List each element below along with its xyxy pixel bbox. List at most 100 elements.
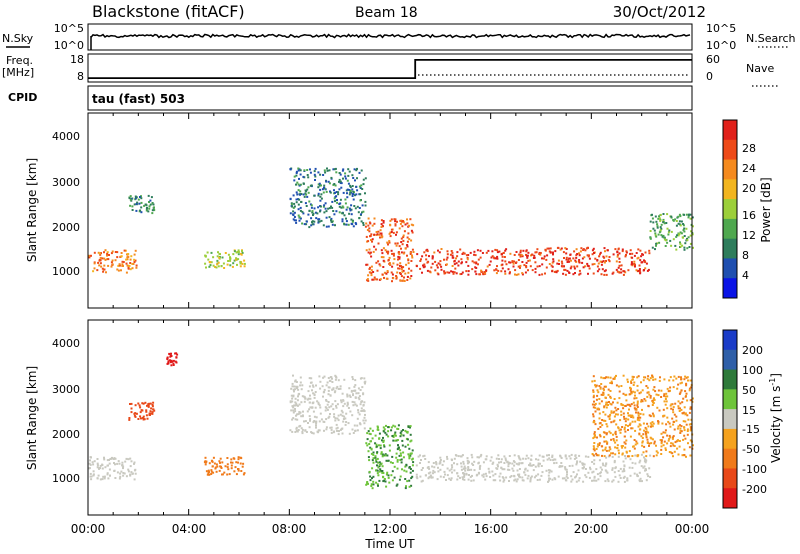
velocity-cell-7 [689, 439, 692, 442]
power-cell-4 [391, 265, 394, 268]
velocity-cell-6 [464, 467, 467, 470]
velocity-cell-6 [456, 478, 459, 481]
power-cell-3 [308, 226, 311, 229]
power-cell-5 [457, 260, 460, 263]
velocity-cbar-tick-100: 100 [742, 364, 763, 377]
velocity-cell-3 [219, 461, 221, 464]
power-cell-3 [351, 193, 354, 196]
velocity-cell-3 [227, 468, 230, 471]
power-cell-4 [390, 218, 393, 221]
freq-tick-top: 18 [70, 53, 84, 66]
velocity-cell-6 [518, 475, 520, 478]
velocity-cell-4 [316, 400, 319, 403]
velocity-cell-4 [318, 404, 321, 407]
freq-tick-bottom: 8 [77, 70, 84, 83]
velocity-cell-7 [676, 387, 679, 390]
velocity-cell-3 [221, 473, 223, 476]
power-cell-6 [653, 229, 656, 232]
power-cell-4 [373, 233, 376, 236]
velocity-cell-7 [653, 440, 656, 443]
velocity-cell-5 [369, 433, 372, 436]
velocity-cell-3 [208, 462, 211, 465]
power-ytick-4000: 4000 [52, 130, 80, 143]
velocity-cell-6 [564, 467, 567, 470]
velocity-cell-7 [686, 433, 689, 436]
power-cell-4 [409, 277, 412, 280]
velocity-cell-5 [400, 454, 402, 457]
velocity-cell-6 [587, 455, 590, 458]
velocity-cell-1 [138, 404, 141, 407]
power-cell-0 [130, 255, 133, 258]
velocity-cell-6 [507, 461, 510, 464]
velocity-cell-7 [666, 407, 669, 410]
velocity-cell-6 [596, 473, 599, 476]
velocity-cell-7 [606, 441, 609, 444]
power-cell-3 [360, 213, 362, 216]
power-cell-3 [350, 204, 353, 207]
power-cell-5 [451, 254, 454, 257]
velocity-cell-6 [624, 455, 626, 457]
velocity-cell-5 [393, 433, 396, 436]
velocity-cell-5 [411, 464, 414, 467]
velocity-cell-4 [304, 420, 307, 423]
power-cell-4 [374, 248, 377, 251]
power-cell-6 [689, 234, 692, 237]
power-cell-5 [603, 261, 606, 264]
velocity-cell-7 [689, 379, 692, 382]
velocity-cell-5 [396, 459, 399, 461]
power-cell-4 [392, 252, 395, 255]
power-cell-0 [117, 264, 120, 267]
power-cell-4 [368, 221, 371, 224]
power-cell-5 [496, 249, 499, 252]
power-cell-4 [407, 232, 410, 235]
velocity-cell-6 [482, 473, 485, 476]
power-cell-6 [663, 222, 666, 225]
power-cell-5 [476, 249, 479, 252]
velocity-cell-6 [505, 476, 508, 479]
velocity-cell-4 [315, 384, 317, 387]
xtick-label-5: 20:00 [574, 522, 609, 536]
velocity-cell-6 [456, 472, 459, 475]
velocity-cell-4 [344, 417, 347, 420]
velocity-cell-5 [406, 430, 409, 433]
power-cell-3 [349, 186, 352, 189]
power-cell-4 [411, 248, 414, 251]
velocity-cell-5 [371, 459, 374, 462]
power-cell-4 [398, 267, 401, 270]
power-cell-0 [131, 267, 134, 270]
velocity-cell-5 [385, 473, 388, 476]
velocity-cell-4 [292, 409, 295, 412]
power-cbar-tick-24: 24 [742, 162, 756, 175]
velocity-cell-4 [309, 419, 311, 422]
velocity-cell-5 [408, 455, 411, 458]
velocity-cell-6 [623, 480, 626, 483]
velocity-cell-7 [683, 429, 686, 432]
power-cell-2 [209, 261, 212, 264]
velocity-cell-5 [404, 487, 407, 490]
power-cell-6 [666, 227, 669, 230]
velocity-cell-7 [656, 451, 659, 454]
velocity-cell-7 [597, 407, 600, 410]
power-cell-0 [134, 249, 137, 252]
power-cell-3 [317, 183, 320, 186]
velocity-cell-0 [120, 470, 123, 473]
velocity-cell-4 [333, 391, 336, 394]
power-cell-0 [104, 258, 107, 261]
velocity-cell-7 [637, 416, 640, 419]
velocity-cell-7 [612, 438, 615, 440]
velocity-cell-6 [495, 457, 498, 460]
power-cell-5 [601, 268, 604, 271]
power-cell-2 [231, 265, 234, 268]
power-cell-4 [400, 247, 402, 250]
velocity-cell-7 [609, 390, 612, 392]
velocity-cell-6 [601, 462, 604, 465]
power-cell-0 [126, 253, 128, 256]
velocity-cell-4 [335, 423, 338, 426]
power-cell-4 [385, 272, 388, 275]
velocity-cell-6 [537, 464, 540, 467]
velocity-cell-7 [592, 454, 595, 457]
velocity-cell-5 [387, 430, 390, 433]
velocity-cell-7 [626, 455, 629, 458]
velocity-cell-3 [204, 463, 207, 466]
velocity-cell-6 [472, 464, 475, 466]
